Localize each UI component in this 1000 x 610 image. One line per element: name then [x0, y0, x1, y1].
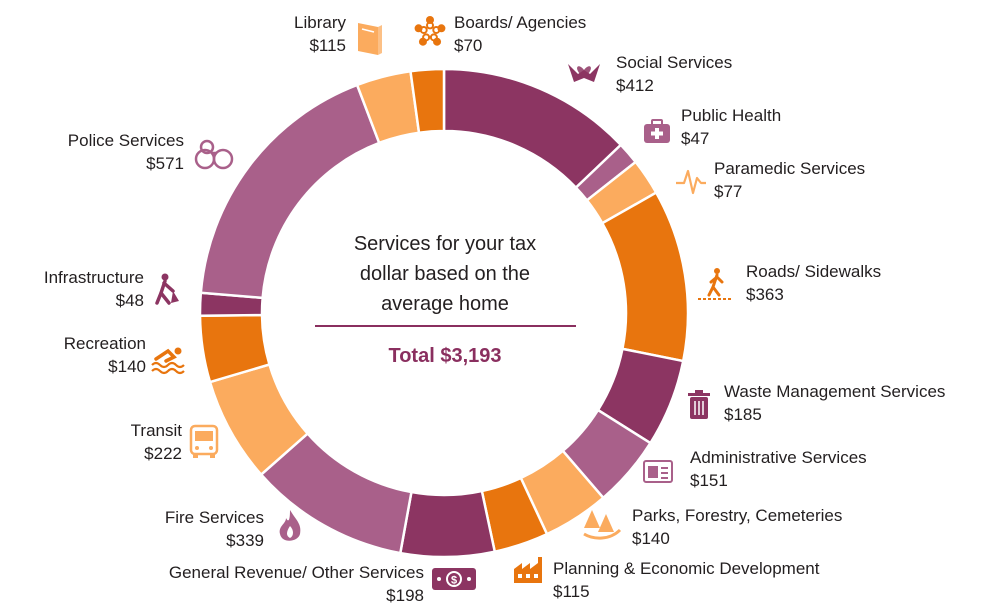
slice-value-recreation: $140: [108, 357, 146, 376]
hands-heart-icon: [568, 64, 600, 82]
slice-value-parks-forestry-cemeteries: $140: [632, 529, 670, 548]
slice-general-revenue-other-services: [398, 489, 497, 559]
slice-label-public-health: Public Health: [681, 106, 781, 125]
slice-value-library: $115: [309, 36, 346, 55]
total-amount: Total $3,193: [388, 345, 501, 367]
flame-icon: [279, 510, 301, 541]
slice-labels: Social Services $412 Public Health $47 Param…: [44, 13, 946, 605]
slice-label-fire-services: Fire Services: [165, 508, 264, 527]
heartbeat-icon: [676, 169, 706, 195]
pedestrian-crosswalk-icon: [698, 268, 732, 300]
worker-shovel-icon: [155, 273, 179, 305]
people-circle-icon: [414, 16, 446, 46]
slice-value-transit: $222: [144, 444, 182, 463]
slice-label-police-services: Police Services: [68, 131, 184, 150]
slice-label-roads-sidewalks: Roads/ Sidewalks: [746, 262, 881, 281]
slice-label-social-services: Social Services: [616, 53, 732, 72]
slice-value-paramedic-services: $77: [714, 182, 742, 201]
slice-label-library: Library: [294, 13, 346, 32]
slice-value-planning-economic-development: $115: [553, 582, 590, 601]
slice-value-waste-management-services: $185: [724, 405, 762, 424]
trash-bin-icon: [688, 390, 710, 419]
slice-label-infrastructure: Infrastructure: [44, 268, 144, 287]
center-title-line-1: Services for your tax: [354, 233, 536, 255]
slice-police-services: [199, 83, 381, 300]
bus-icon: [189, 424, 219, 458]
svg-text:$: $: [451, 575, 457, 587]
swimmer-icon: [151, 347, 185, 375]
center-caption: Services for your tax dollar based on th…: [315, 233, 576, 367]
id-card-icon: [643, 460, 673, 483]
slice-label-recreation: Recreation: [64, 334, 146, 353]
slice-label-waste-management-services: Waste Management Services: [724, 382, 945, 401]
trees-icon: [583, 510, 622, 540]
slice-label-planning-economic-development: Planning & Economic Development: [553, 559, 820, 578]
slice-label-transit: Transit: [131, 421, 183, 440]
money-bill-icon: $: [432, 568, 476, 590]
slice-roads-sidewalks: [600, 190, 690, 363]
slice-boards-agencies: [409, 67, 446, 135]
center-title-line-3: average home: [381, 293, 509, 315]
medical-kit-icon: [644, 119, 670, 143]
center-title-line-2: dollar based on the: [360, 263, 530, 285]
slice-value-general-revenue-other-services: $198: [386, 586, 424, 605]
slice-value-fire-services: $339: [226, 531, 264, 550]
slice-value-roads-sidewalks: $363: [746, 285, 784, 304]
slice-value-police-services: $571: [146, 154, 184, 173]
slice-label-boards-agencies: Boards/ Agencies: [454, 13, 586, 32]
handcuffs-icon: [194, 139, 234, 170]
slice-value-social-services: $412: [616, 76, 654, 95]
slice-label-administrative-services: Administrative Services: [690, 448, 867, 467]
book-icon: [358, 23, 382, 55]
slice-value-administrative-services: $151: [690, 471, 728, 490]
factory-icon: [514, 557, 542, 583]
slice-label-parks-forestry-cemeteries: Parks, Forestry, Cemeteries: [632, 506, 842, 525]
slice-value-boards-agencies: $70: [454, 36, 482, 55]
slice-label-paramedic-services: Paramedic Services: [714, 159, 865, 178]
slice-icons: $: [151, 16, 732, 590]
slice-value-infrastructure: $48: [116, 291, 144, 310]
slice-value-public-health: $47: [681, 129, 709, 148]
slice-label-general-revenue-other-services: General Revenue/ Other Services: [169, 563, 424, 582]
donut-slices: [198, 67, 690, 559]
